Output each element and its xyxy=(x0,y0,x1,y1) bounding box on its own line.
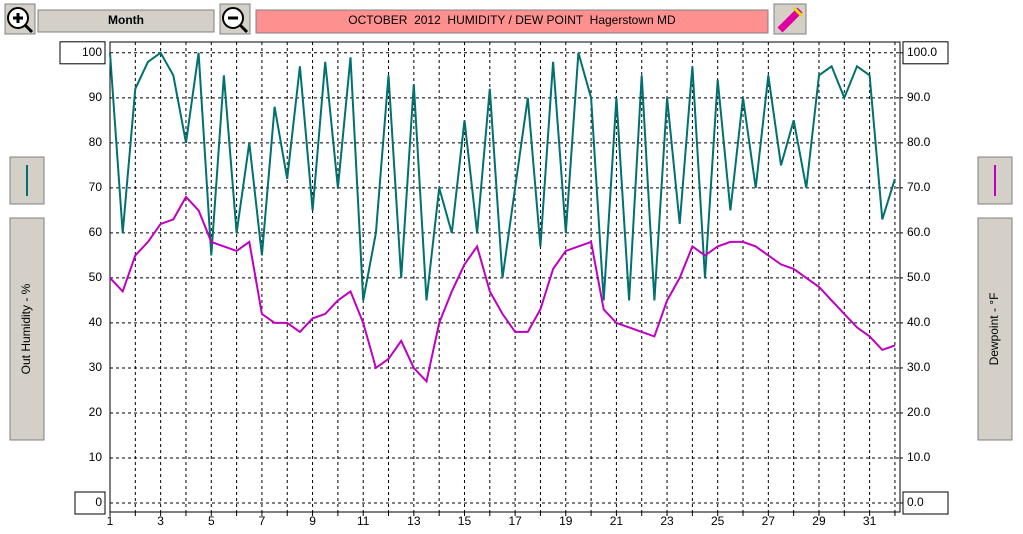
y-tick-label: 20 xyxy=(89,405,103,419)
y-tick-label: 40 xyxy=(89,315,103,329)
y-label-button[interactable] xyxy=(9,217,45,441)
y-tick-label: 100 xyxy=(82,45,102,59)
period-label: Month xyxy=(108,13,144,27)
x-tick-label: 11 xyxy=(357,514,370,528)
plot-frame xyxy=(109,41,901,513)
x-tick-label: 31 xyxy=(863,514,877,528)
y2-tick-label: 20.0 xyxy=(907,405,931,419)
y2-tick-label: 90.0 xyxy=(907,90,931,104)
x-tick-label: 3 xyxy=(157,514,164,528)
tick-box xyxy=(74,491,106,515)
x-tick-label: 29 xyxy=(812,514,826,528)
y2-tick-label: 70.0 xyxy=(907,180,931,194)
x-tick-label: 13 xyxy=(407,514,421,528)
x-tick-label: 7 xyxy=(259,514,266,528)
y-tick-label: 10 xyxy=(89,450,103,464)
x-tick-label: 27 xyxy=(762,514,776,528)
y-tick-label: 70 xyxy=(89,180,103,194)
zoom-in-button[interactable] xyxy=(4,3,36,35)
y-tick-label: 30 xyxy=(89,360,103,374)
edit-button[interactable] xyxy=(773,3,807,35)
tick-box xyxy=(59,41,106,65)
series-line xyxy=(109,51,896,301)
y2-axis-label: Dewpoint - °F xyxy=(987,293,1001,366)
x-tick-label: 5 xyxy=(208,514,215,528)
y2-tick-label: 40.0 xyxy=(907,315,931,329)
x-tick-label: 19 xyxy=(559,514,573,528)
y2-tick-label: 80.0 xyxy=(907,135,931,149)
period-button[interactable] xyxy=(37,9,215,33)
x-tick-label: 1 xyxy=(107,514,114,528)
series-line xyxy=(109,195,896,384)
y2-label-button[interactable] xyxy=(977,217,1013,441)
title-box xyxy=(255,9,769,34)
y2-tick-label: 30.0 xyxy=(907,360,931,374)
y-tick-label: 0 xyxy=(95,495,102,509)
y2-tick-label: 0.0 xyxy=(907,495,924,509)
zoom-out-button[interactable] xyxy=(219,3,251,35)
y2-tick-label: 10.0 xyxy=(907,450,931,464)
x-tick-label: 25 xyxy=(711,514,725,528)
x-tick-label: 17 xyxy=(508,514,522,528)
x-tick-label: 15 xyxy=(458,514,472,528)
y2-tick-label: 50.0 xyxy=(907,270,931,284)
y-axis-label: Out Humidity - % xyxy=(19,283,33,374)
y-tick-label: 60 xyxy=(89,225,103,239)
y2-tick-label: 60.0 xyxy=(907,225,931,239)
y-tick-label: 50 xyxy=(89,270,103,284)
x-tick-label: 23 xyxy=(660,514,674,528)
y-tick-label: 80 xyxy=(89,135,103,149)
x-tick-label: 21 xyxy=(610,514,624,528)
x-tick-label: 9 xyxy=(309,514,316,528)
y-tick-label: 90 xyxy=(89,90,103,104)
chart-title: OCTOBER 2012 HUMIDITY / DEW POINT Hagers… xyxy=(348,13,676,27)
y2-tick-label: 100.0 xyxy=(907,45,937,59)
